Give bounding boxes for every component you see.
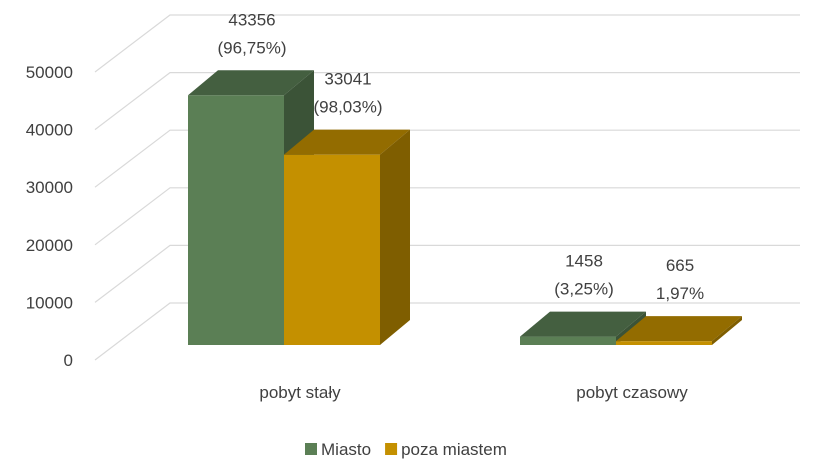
- grid-line: [94, 129, 800, 188]
- y-tick-label: 40000: [26, 121, 73, 140]
- bar-top: [284, 129, 410, 155]
- y-tick-label: 10000: [26, 293, 73, 312]
- legend-label: poza miastem: [401, 440, 507, 459]
- bar-top: [188, 70, 314, 96]
- grid-line: [94, 244, 800, 303]
- bar-side: [380, 129, 410, 345]
- bar: [616, 316, 742, 345]
- bar-side: [712, 316, 742, 345]
- y-tick-label: 50000: [26, 63, 73, 82]
- legend-label: Miasto: [321, 440, 371, 459]
- x-tick-label: pobyt czasowy: [576, 383, 688, 402]
- data-label: 33041 (98,03%): [314, 70, 383, 117]
- bar-top: [616, 316, 742, 342]
- bar-front: [616, 341, 712, 345]
- data-label: 665 1,97%: [656, 256, 704, 303]
- legend-swatch: [385, 443, 398, 455]
- y-tick-label: 20000: [26, 236, 73, 255]
- bar-top: [520, 311, 646, 337]
- y-tick-label: 0: [64, 351, 73, 370]
- grid-line: [94, 14, 800, 73]
- legend-swatch: [305, 443, 317, 455]
- grid-line: [94, 302, 800, 361]
- bar-front: [284, 154, 380, 345]
- x-tick-label: pobyt stały: [259, 383, 341, 402]
- y-tick-label: 30000: [26, 178, 73, 197]
- bar-front: [520, 336, 616, 345]
- data-label: 1458 (3,25%): [554, 252, 614, 299]
- bar: [284, 129, 410, 345]
- grid-line: [94, 72, 800, 131]
- grid-line: [94, 187, 800, 246]
- bar-front: [188, 95, 284, 345]
- data-label: 43356 (96,75%): [218, 10, 287, 57]
